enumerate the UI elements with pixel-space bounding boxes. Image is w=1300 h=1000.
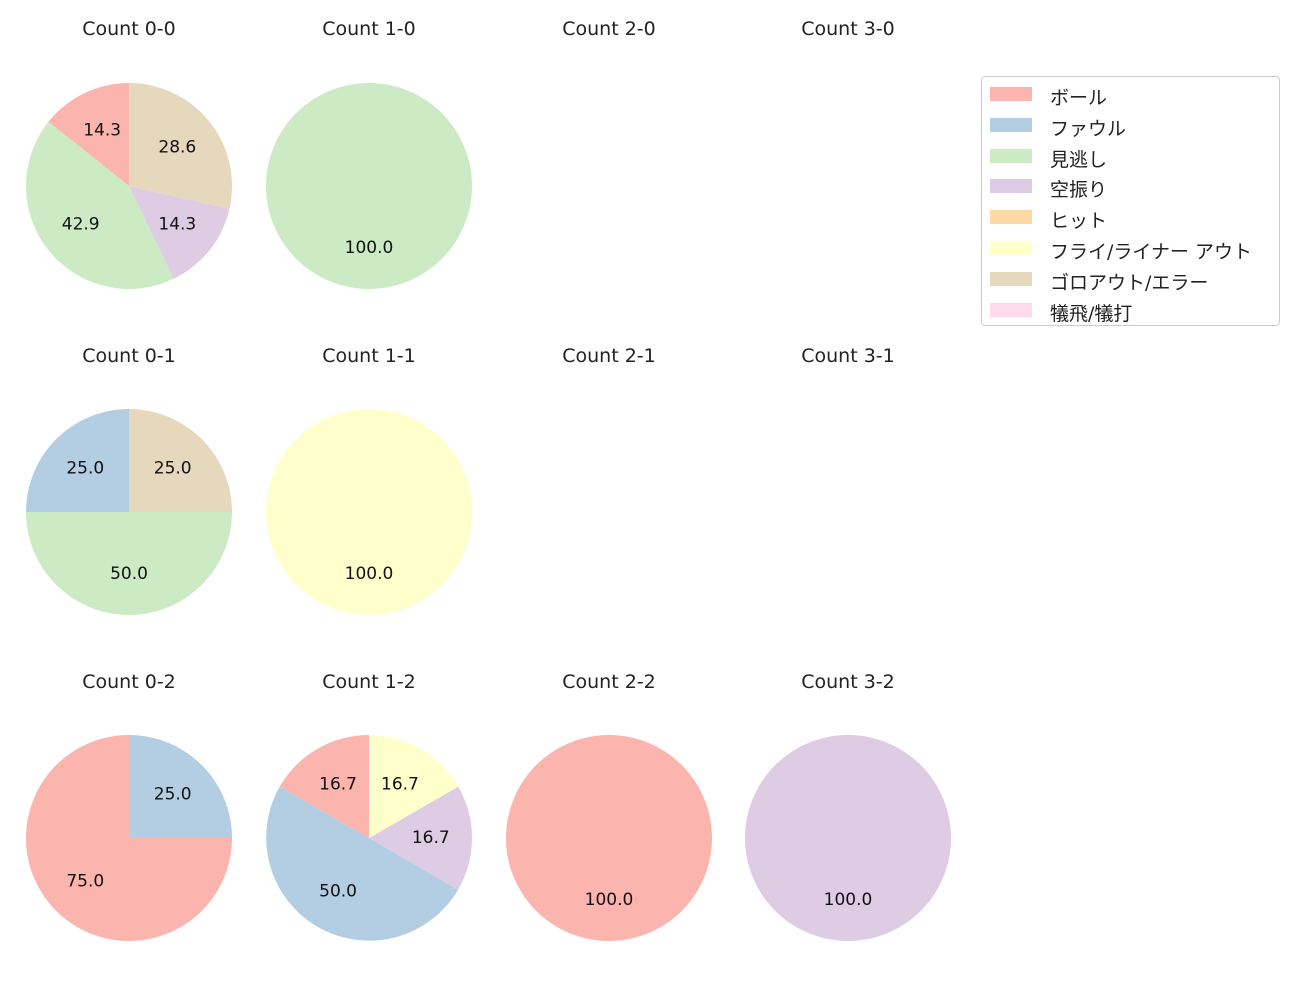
slice-label: 25.0 bbox=[154, 458, 192, 478]
slice-label: 42.9 bbox=[62, 215, 100, 235]
legend-label: 空振り bbox=[1050, 179, 1108, 202]
pie-count-0-0: Count 0-0 14.3 42.9 14.3 28.6 bbox=[25, 18, 233, 290]
pie-slice-空振り bbox=[129, 186, 230, 279]
pie-count-0-1: Count 0-1 25.0 50.0 25.0 bbox=[26, 345, 232, 615]
legend-swatch bbox=[990, 117, 1032, 132]
pie-count-1-2: Count 1-2 16.7 50.0 16.7 16.7 bbox=[266, 671, 472, 941]
slice-label: 50.0 bbox=[319, 882, 357, 902]
pie-count-1-0: Count 1-0 100.0 bbox=[266, 18, 472, 289]
slice-label: 28.6 bbox=[158, 137, 196, 157]
pie-slice-ボール bbox=[279, 735, 369, 838]
pie-count-0-2: Count 0-2 75.0 25.0 bbox=[26, 671, 232, 941]
slice-label: 14.3 bbox=[83, 120, 121, 140]
pie-count-3-0: Count 3-0 bbox=[801, 18, 895, 40]
pie-count-2-1: Count 2-1 bbox=[562, 345, 656, 367]
pie-count-1-1: Count 1-1 100.0 bbox=[266, 345, 472, 615]
pie-slice-ファウル bbox=[129, 735, 232, 838]
pie-slice-見逃し bbox=[266, 83, 472, 289]
pie-count-2-0: Count 2-0 bbox=[562, 18, 656, 40]
chart-title: Count 3-1 bbox=[801, 345, 895, 367]
pie-count-2-2: Count 2-2 100.0 bbox=[506, 671, 712, 941]
slice-label: 50.0 bbox=[110, 564, 148, 584]
pie-slice-ゴロアウト-エラー bbox=[129, 409, 232, 512]
pie-slice-ボール bbox=[506, 735, 712, 941]
legend-swatch bbox=[990, 148, 1032, 163]
chart-title: Count 2-2 bbox=[562, 671, 656, 693]
legend-label: 犠飛/犠打 bbox=[1050, 302, 1133, 325]
chart-title: Count 1-0 bbox=[322, 18, 416, 40]
pie-slice-見逃し bbox=[26, 512, 232, 615]
chart-title: Count 2-0 bbox=[562, 18, 656, 40]
legend-swatch bbox=[990, 241, 1032, 255]
legend-label: ヒット bbox=[1050, 210, 1108, 233]
slice-label: 25.0 bbox=[66, 458, 104, 478]
slice-label: 16.7 bbox=[319, 775, 357, 795]
slice-label: 100.0 bbox=[824, 890, 873, 910]
legend-label: 見逃し bbox=[1050, 148, 1108, 171]
slice-label: 75.0 bbox=[66, 872, 104, 892]
slice-label: 14.3 bbox=[158, 215, 196, 235]
legend-swatch bbox=[990, 87, 1032, 101]
chart-title: Count 3-0 bbox=[801, 18, 895, 40]
pie-slice-空振り bbox=[745, 735, 951, 941]
slice-label: 16.7 bbox=[381, 775, 419, 795]
slice-label: 16.7 bbox=[412, 828, 450, 848]
pie-slice-ゴロアウト-エラー bbox=[129, 82, 233, 209]
slice-label: 100.0 bbox=[345, 564, 394, 584]
legend-swatch bbox=[990, 210, 1032, 225]
pie-slice-空振り bbox=[369, 786, 472, 890]
legend: ボールファウル見逃し空振りヒットフライ/ライナー アウト ゴロアウト/エラー 犠飛/… bbox=[981, 76, 1280, 326]
pie-slice-フライ-ライナー-アウト bbox=[369, 735, 459, 838]
legend-swatch bbox=[990, 271, 1032, 286]
legend-swatch bbox=[990, 302, 1032, 317]
chart-title: Count 0-0 bbox=[82, 18, 176, 40]
chart-title: Count 0-1 bbox=[82, 345, 176, 367]
chart-title: Count 0-2 bbox=[82, 671, 176, 693]
pie-slice-フライ-ライナー-アウト bbox=[266, 409, 472, 615]
legend-label: ゴロアウト/エラー bbox=[1050, 271, 1209, 294]
pie-slice-ファウル bbox=[266, 786, 459, 941]
chart-title: Count 1-2 bbox=[322, 671, 416, 693]
legend-label: ファウル bbox=[1050, 117, 1127, 140]
chart-title: Count 1-1 bbox=[322, 345, 416, 367]
pie-slice-ボール bbox=[48, 83, 129, 186]
chart-title: Count 2-1 bbox=[562, 345, 656, 367]
pie-count-3-1: Count 3-1 bbox=[801, 345, 895, 367]
slice-label: 25.0 bbox=[154, 784, 192, 804]
legend-swatch bbox=[990, 179, 1032, 194]
pie-count-3-2: Count 3-2 100.0 bbox=[745, 671, 951, 941]
legend-label: ボール bbox=[1050, 87, 1108, 109]
slice-label: 100.0 bbox=[345, 238, 394, 258]
chart-title: Count 3-2 bbox=[801, 671, 895, 693]
slice-label: 100.0 bbox=[585, 890, 634, 910]
legend-label: フライ/ライナー アウト bbox=[1050, 241, 1253, 263]
pie-slice-ファウル bbox=[26, 409, 129, 512]
pie-slice-見逃し bbox=[25, 121, 174, 290]
